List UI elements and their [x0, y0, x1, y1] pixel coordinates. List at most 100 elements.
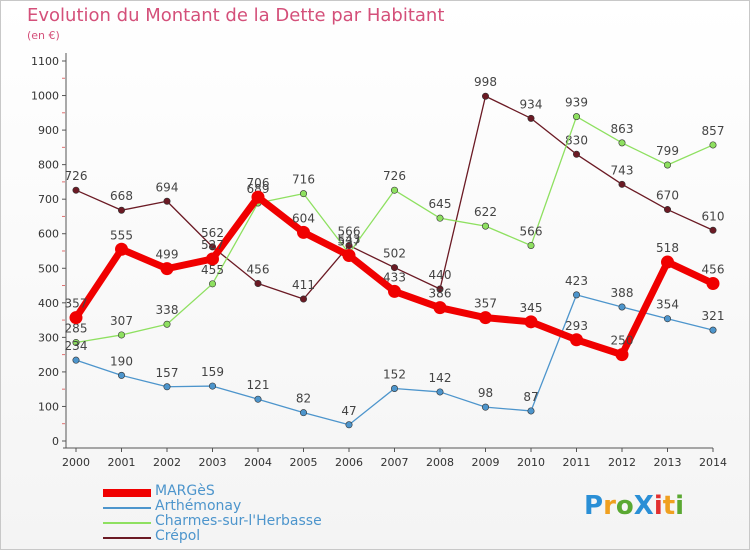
data-point [115, 242, 128, 256]
data-label: 411 [292, 278, 315, 292]
data-label: 857 [702, 124, 725, 138]
data-point [436, 285, 444, 293]
y-tick-label: 800 [38, 159, 59, 172]
data-point [527, 114, 535, 122]
data-point [572, 291, 580, 299]
data-label: 386 [429, 287, 452, 301]
data-point [251, 190, 265, 204]
data-label: 338 [156, 303, 179, 317]
logo-letter: i [675, 491, 685, 521]
data-point [709, 226, 717, 234]
x-tick-label: 2007 [381, 456, 409, 469]
y-tick-label: 600 [38, 228, 59, 241]
data-label: 142 [429, 371, 452, 385]
data-label: 799 [656, 144, 679, 158]
series-arth-monay: 234 190 157 159 121 82 47 152 142 98 87 423 388 354 32… [65, 274, 725, 429]
legend-swatch [103, 507, 151, 509]
data-point [299, 295, 307, 303]
data-point [572, 150, 580, 158]
data-point [618, 139, 626, 147]
data-point [299, 409, 307, 417]
legend-label: Charmes-sur-l'Herbasse [155, 513, 322, 529]
data-point [118, 371, 126, 379]
data-label: 388 [611, 286, 634, 300]
data-label: 354 [656, 298, 679, 312]
data-label: 502 [383, 247, 406, 261]
data-label: 610 [702, 209, 725, 223]
data-point [527, 407, 535, 415]
data-label: 357 [474, 297, 497, 311]
data-point [297, 225, 310, 239]
data-label: 321 [702, 309, 725, 323]
data-label: 622 [474, 205, 497, 219]
data-label: 830 [565, 133, 588, 147]
data-label: 706 [247, 176, 270, 190]
logo-letter: X [633, 491, 654, 521]
chart-subtitle: (en €) [27, 29, 60, 42]
data-label: 345 [520, 301, 543, 315]
data-label: 555 [110, 228, 133, 242]
series-marg-s: 357 555 499 527 706 604 537 433 386 357 345 293 250 5… [65, 176, 724, 362]
y-tick-label: 1100 [31, 55, 59, 68]
data-label: 440 [429, 268, 452, 282]
data-point [709, 326, 717, 334]
data-label: 307 [110, 314, 133, 328]
data-point [163, 320, 171, 328]
data-label: 357 [65, 297, 88, 311]
data-label: 285 [65, 322, 88, 336]
y-tick-label: 700 [38, 193, 59, 206]
data-point [72, 339, 80, 347]
data-point [72, 186, 80, 194]
data-label: 566 [338, 224, 361, 238]
x-tick-label: 2001 [108, 456, 136, 469]
data-point [390, 186, 398, 194]
data-label: 566 [520, 224, 543, 238]
x-tick-label: 2006 [335, 456, 363, 469]
y-tick-label: 1000 [31, 90, 59, 103]
data-point [709, 141, 717, 149]
data-label: 250 [611, 334, 634, 348]
data-label: 863 [611, 122, 634, 136]
x-tick-label: 2005 [290, 456, 318, 469]
y-tick-label: 200 [38, 366, 59, 379]
data-label: 433 [383, 270, 406, 284]
data-label: 939 [565, 96, 588, 110]
legend-swatch [103, 489, 151, 497]
data-label: 293 [565, 319, 588, 333]
data-label: 670 [656, 189, 679, 203]
x-tick-label: 2012 [608, 456, 636, 469]
data-label: 47 [341, 404, 356, 418]
data-label: 562 [201, 226, 224, 240]
x-tick-label: 2004 [244, 456, 272, 469]
data-point [390, 384, 398, 392]
data-point [345, 421, 353, 429]
data-label: 82 [296, 392, 311, 406]
data-label: 159 [201, 365, 224, 379]
data-point [342, 248, 356, 262]
data-point [163, 383, 171, 391]
logo-letter: P [584, 491, 604, 521]
data-label: 604 [292, 211, 315, 225]
data-label: 190 [110, 354, 133, 368]
data-point [663, 161, 671, 169]
data-point [118, 206, 126, 214]
logo-letter: t [662, 491, 676, 521]
data-label: 726 [65, 169, 88, 183]
data-label: 98 [478, 386, 493, 400]
data-label: 527 [201, 238, 224, 252]
chart-legend: MARGèS Arthémonay Charmes-sur-l'Herbasse Cr… [103, 483, 403, 545]
data-point [160, 262, 174, 276]
y-tick-label: 500 [38, 262, 59, 275]
data-point [433, 301, 447, 315]
data-point [209, 382, 217, 390]
data-label: 537 [338, 234, 361, 248]
legend-item: Arthémonay [103, 498, 403, 515]
data-label: 499 [156, 248, 179, 262]
y-tick-label: 0 [52, 435, 59, 448]
y-tick-label: 900 [38, 124, 59, 137]
x-tick-label: 2014 [699, 456, 727, 469]
x-tick-label: 2002 [153, 456, 181, 469]
data-point [570, 333, 583, 347]
legend-item: MARGèS [103, 483, 403, 500]
